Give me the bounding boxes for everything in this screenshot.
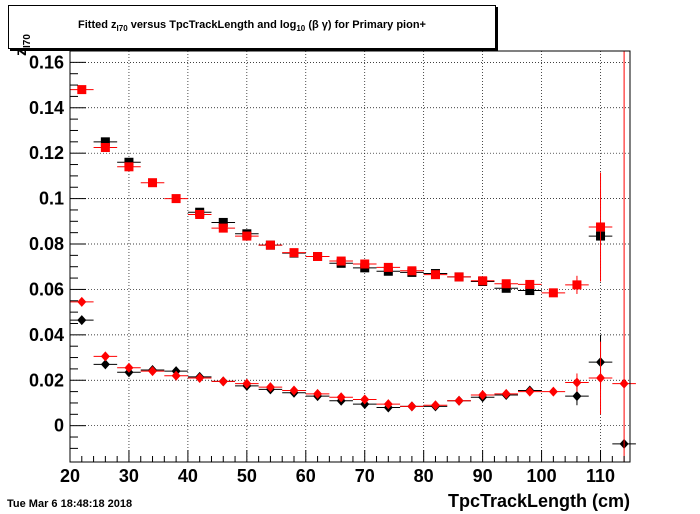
y-tick-label: 0.1	[39, 189, 64, 209]
y-tick-label: 0.08	[29, 234, 64, 254]
diamond-marker	[596, 372, 606, 383]
diamond-marker	[124, 362, 134, 373]
x-axis-label: TpcTrackLength (cm)	[447, 491, 630, 511]
diamond-marker	[548, 386, 558, 397]
plot-frame	[69, 50, 631, 463]
diamond-marker	[313, 388, 323, 399]
data-markers	[70, 51, 636, 462]
square-marker	[289, 248, 299, 258]
square-marker	[548, 288, 558, 298]
square-marker	[336, 256, 346, 266]
diamond-marker	[572, 391, 582, 402]
square-marker	[454, 272, 464, 282]
square-marker	[195, 209, 205, 219]
y-tick-label: 0.16	[29, 52, 64, 72]
diamond-marker	[336, 392, 346, 403]
diamond-marker	[100, 359, 110, 370]
square-marker	[242, 231, 252, 241]
x-tick-label: 90	[473, 466, 493, 486]
diamond-marker	[360, 394, 370, 405]
square-marker	[525, 279, 535, 289]
y-tick-label: 0.12	[29, 143, 64, 163]
square-marker	[501, 283, 511, 293]
diamond-marker	[619, 378, 629, 389]
square-marker	[383, 262, 393, 272]
y-tick-label: 0.06	[29, 279, 64, 299]
x-tick-label: 60	[296, 466, 316, 486]
square-marker	[100, 137, 110, 147]
diamond-marker	[407, 401, 417, 412]
diamond-marker	[195, 372, 205, 383]
axes: 20 30 40 50 60 70 80 90 100 110 0 0.02 0.04 0.06 0.08 0…	[29, 52, 625, 486]
square-marker	[100, 143, 110, 153]
square-marker	[171, 194, 181, 204]
diamond-marker	[265, 382, 275, 393]
diamond-marker	[242, 378, 252, 389]
y-tick-label: 0.02	[29, 370, 64, 390]
x-tick-label: 70	[355, 466, 375, 486]
diamond-marker	[148, 366, 158, 377]
square-marker	[313, 252, 323, 261]
x-tick-label: 100	[527, 466, 557, 486]
diamond-marker	[77, 296, 87, 307]
square-marker	[430, 270, 440, 280]
diamond-marker	[525, 386, 535, 397]
square-marker	[218, 223, 228, 233]
square-marker	[77, 85, 87, 95]
diamond-marker	[478, 390, 488, 401]
x-tick-label: 20	[60, 466, 80, 486]
x-tick-label: 50	[237, 466, 257, 486]
square-marker	[572, 280, 582, 290]
chart-title-box: Fitted zI70 versus TpcTrackLength and lo…	[8, 5, 496, 49]
square-marker	[148, 178, 158, 188]
diamond-marker	[383, 399, 393, 410]
square-marker	[407, 266, 417, 276]
y-axis-label: zI70	[13, 34, 34, 56]
timestamp: Tue Mar 6 18:48:18 2018	[7, 498, 133, 510]
diamond-marker	[100, 351, 110, 362]
diamond-marker	[171, 370, 181, 381]
x-tick-label: 40	[178, 466, 198, 486]
y-tick-label: 0	[54, 416, 64, 436]
square-marker	[478, 276, 488, 286]
y-tick-label: 0.14	[29, 98, 64, 118]
square-marker	[501, 279, 511, 289]
x-tick-label: 30	[119, 466, 139, 486]
x-tick-label: 80	[414, 466, 434, 486]
square-marker	[218, 217, 228, 227]
chart-title: Fitted zI70 versus TpcTrackLength and lo…	[78, 19, 426, 34]
diamond-marker	[501, 388, 511, 399]
diamond-marker	[430, 400, 440, 411]
y-tick-label: 0.04	[29, 325, 64, 345]
square-marker	[124, 162, 134, 172]
square-marker	[596, 222, 606, 232]
diamond-marker	[77, 315, 87, 326]
diamond-marker	[454, 395, 464, 406]
x-tick-label: 110	[586, 466, 615, 486]
diamond-marker	[218, 376, 228, 387]
square-marker	[124, 157, 134, 167]
square-marker	[525, 286, 535, 296]
diamond-marker	[289, 385, 299, 396]
square-marker	[265, 240, 275, 250]
square-marker	[360, 259, 370, 269]
diamond-marker	[572, 377, 582, 388]
